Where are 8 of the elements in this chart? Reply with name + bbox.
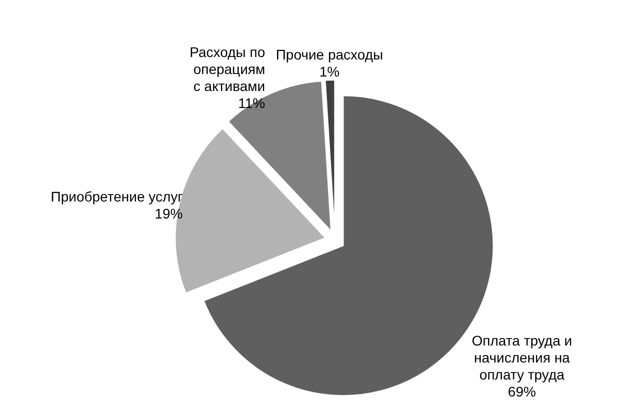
data-label: 69% bbox=[508, 384, 536, 400]
slice-label: Приобретение услуг bbox=[50, 188, 183, 204]
data-label: 11% bbox=[238, 94, 266, 111]
data-label: 1% bbox=[319, 64, 340, 80]
data-label: 19% bbox=[154, 205, 183, 222]
slice-label: Прочие расходы bbox=[276, 46, 384, 63]
slice-label: Расходы по операциям с активами bbox=[190, 44, 266, 94]
slice-label: Оплата труда и начисления на оплату труда bbox=[472, 332, 572, 383]
